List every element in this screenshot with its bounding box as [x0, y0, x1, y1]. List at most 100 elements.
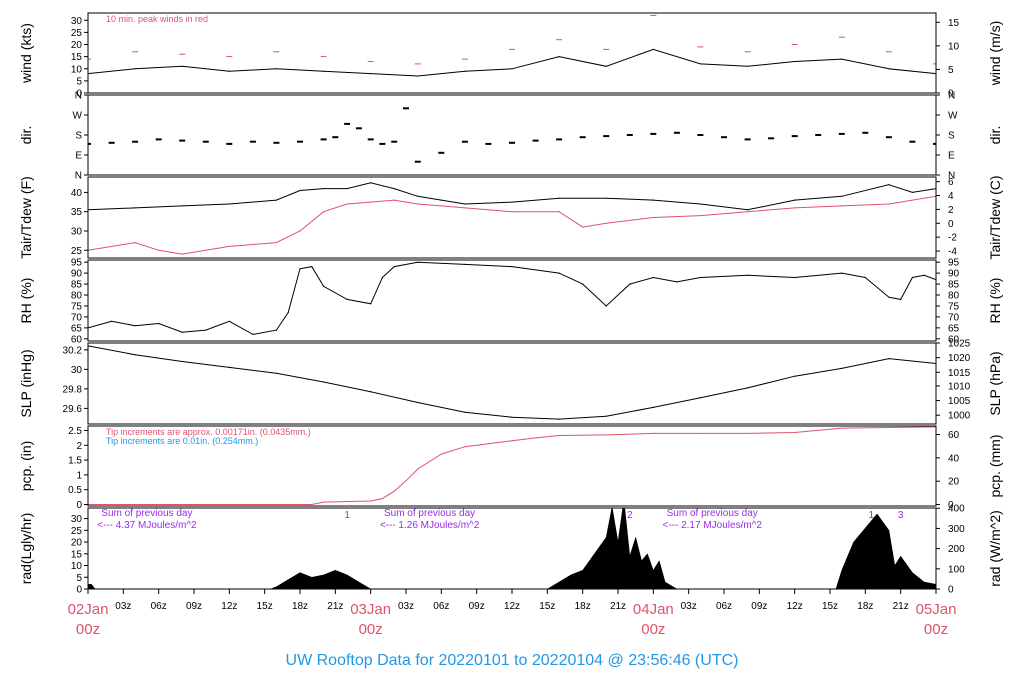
data-point-pcp-4: [381, 498, 383, 500]
data-point-pcp-13: [558, 434, 560, 437]
data-point-pcp-19: [841, 427, 843, 429]
panel-annotation: Tip increments are 0.01in. (0.254mm.): [106, 436, 258, 446]
data-point-RH-31: [888, 296, 890, 298]
series-line-SLP: [88, 345, 936, 420]
data-point-SLP-17: [888, 358, 890, 360]
data-point-RH-10: [299, 268, 301, 270]
data-point-pcp-20: [888, 426, 890, 429]
data-point-RH-25: [676, 281, 678, 283]
day-label: 05Jan: [916, 601, 957, 618]
right-tick-label: 2: [948, 205, 954, 216]
left-tick-label: N: [75, 171, 82, 182]
right-tick-label: 200: [948, 544, 965, 555]
right-tick-label: S: [948, 131, 955, 142]
series-line-wind: [88, 48, 936, 77]
data-point-SLP-14: [747, 387, 749, 389]
right-tick-label: 0: [948, 500, 954, 511]
data-point-RH-16: [393, 266, 395, 268]
left-tick-label: N: [75, 91, 82, 102]
data-point-wind-16: [841, 58, 843, 60]
series-Tdew: [88, 195, 936, 255]
data-point-Tdew-11: [417, 203, 419, 205]
data-point-SLP-2: [181, 360, 183, 363]
y-axis-label-right: rad (W/m^2): [987, 510, 1003, 587]
data-point-Tair-8: [370, 182, 372, 184]
data-point-wind-2: [181, 65, 183, 67]
data-point-RH-28: [794, 276, 796, 279]
data-point-Tdew-1: [134, 242, 136, 244]
data-point-Tair-6: [323, 188, 325, 190]
data-point-RH-26: [699, 276, 702, 279]
data-point-Tdew-3: [181, 253, 183, 255]
left-tick-label: 15: [71, 549, 83, 560]
data-point-Tdew-9: [370, 201, 372, 203]
data-point-RH-27: [747, 274, 749, 276]
data-point-Tair-16: [652, 199, 654, 201]
data-point-Tair-5: [299, 189, 301, 192]
hour-tick-label: 09z: [751, 601, 767, 612]
hour-tick-label: 06z: [151, 601, 167, 612]
data-point-Tair-3: [228, 203, 230, 205]
y-axis-label: wind (kts): [18, 23, 34, 84]
rad-annotation: Sum of previous day: [384, 508, 475, 519]
data-point-wind-5: [323, 70, 325, 72]
left-tick-label: 29.6: [63, 404, 83, 415]
left-tick-label: 10: [71, 64, 83, 75]
right-tick-label: 20: [948, 477, 960, 488]
left-tick-label: 70: [71, 312, 83, 323]
panel-frame: [87, 94, 937, 176]
y-axis-label: rad(Lgly/hr): [18, 513, 34, 585]
left-tick-label: 20: [71, 40, 83, 51]
right-tick-label: 1025: [948, 339, 971, 350]
data-point-SLP-10: [558, 418, 560, 420]
right-tick-label: 60: [948, 430, 960, 441]
right-tick-label: 1005: [948, 396, 971, 407]
data-point-Tdew-15: [558, 211, 560, 213]
day-label-hour: 00z: [924, 621, 948, 638]
left-tick-label: E: [75, 151, 82, 162]
series-peak: [88, 14, 936, 65]
chart-title: UW Rooftop Data for 20220101 to 20220104…: [286, 652, 739, 669]
data-point-pcp-5: [393, 490, 395, 492]
rad-annotation: <--- 1.26 MJoules/m^2: [380, 520, 480, 531]
data-point-RH-15: [381, 276, 383, 279]
left-tick-label: 1: [76, 470, 82, 481]
left-tick-label: 25: [71, 526, 83, 537]
data-point-RH-11: [311, 266, 313, 268]
right-tick-label: 300: [948, 524, 965, 535]
right-tick-label: 6: [948, 177, 954, 188]
right-tick-label: 15: [948, 18, 960, 29]
left-tick-label: 30: [71, 365, 83, 376]
y-axis-label-right: Tair/Tdew (C): [987, 175, 1003, 259]
rad-annotation: <--- 2.17 MJoules/m^2: [662, 520, 762, 531]
data-point-wind-1: [134, 68, 136, 70]
data-point-RH-8: [275, 329, 277, 331]
series-pcp: [88, 426, 936, 506]
data-point-RH-33: [911, 276, 914, 279]
data-point-Tair-13: [511, 201, 513, 203]
data-point-Tair-9: [393, 188, 395, 190]
left-tick-label: 35: [71, 207, 83, 218]
rad-annotation: Sum of previous day: [667, 508, 758, 519]
left-tick-label: 0.5: [68, 485, 82, 496]
right-tick-label: 0: [948, 89, 954, 100]
right-tick-label: 1015: [948, 368, 971, 379]
left-tick-label: 30: [71, 514, 83, 525]
data-point-Tair-21: [888, 184, 890, 186]
hour-tick-label: 09z: [186, 601, 202, 612]
data-point-Tair-11: [440, 199, 442, 201]
left-tick-label: 90: [71, 269, 83, 280]
data-point-Tair-15: [605, 197, 607, 199]
right-tick-label: W: [948, 111, 958, 122]
data-point-pcp-6: [405, 480, 407, 482]
data-point-Tdew-17: [605, 222, 607, 224]
left-tick-label: W: [73, 111, 83, 122]
data-point-Tdew-12: [440, 205, 442, 207]
right-tick-label: 60: [948, 334, 960, 345]
left-tick-label: 75: [71, 301, 83, 312]
left-tick-label: 60: [71, 334, 83, 345]
